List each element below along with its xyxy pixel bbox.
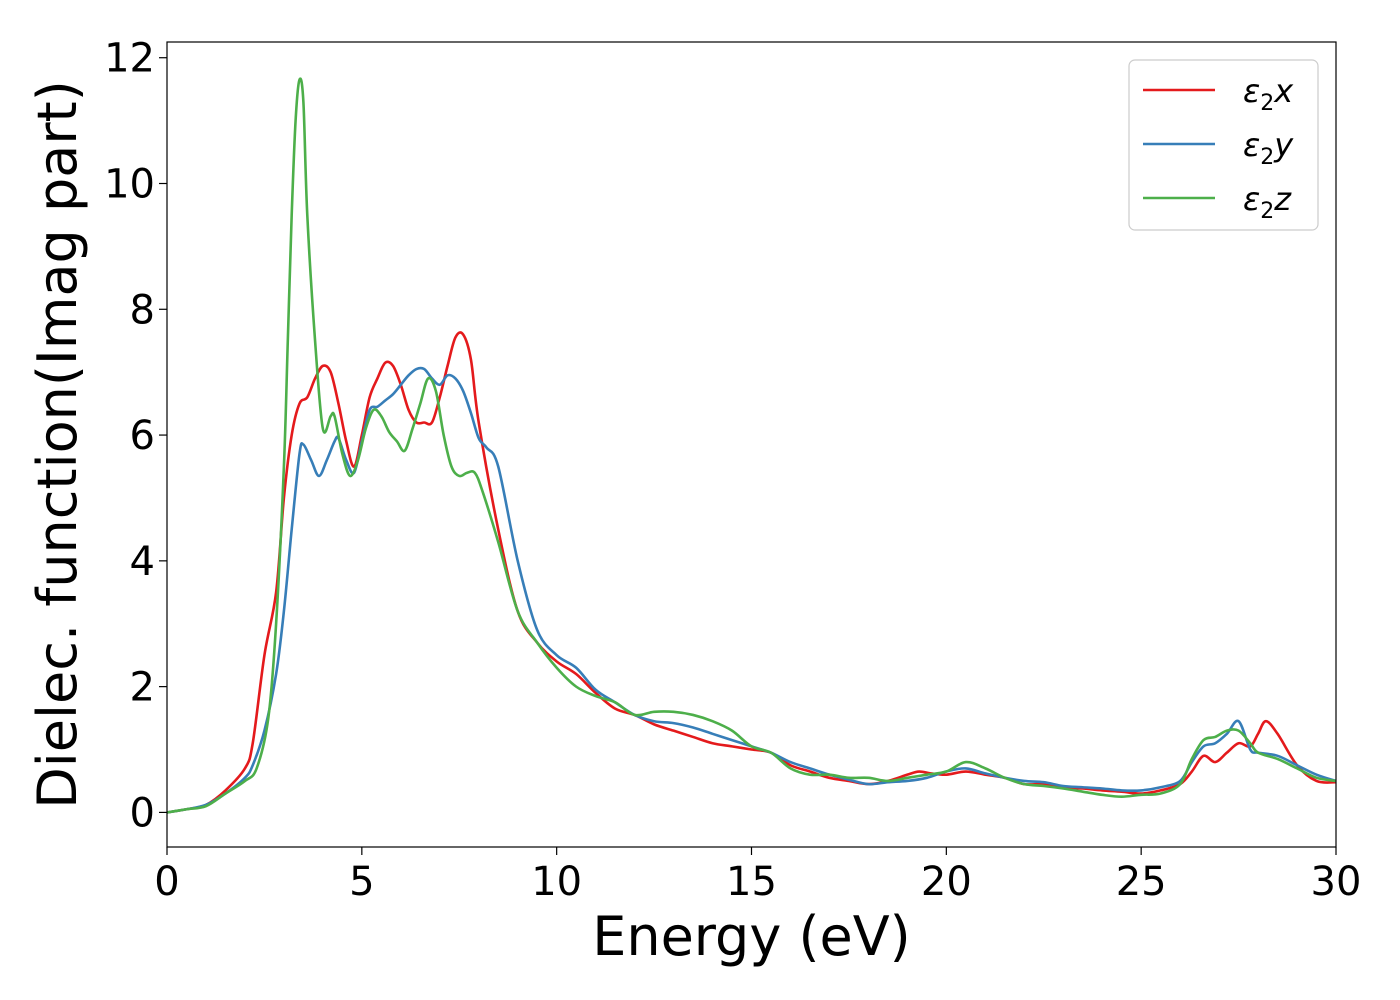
legend-label-subscript: 2 [1260, 91, 1274, 116]
y-axis: 0 2 4 6 8 10 12 [104, 36, 167, 836]
legend-label-z: ε2z [1243, 180, 1292, 224]
legend-label-subscript: 2 [1260, 145, 1274, 170]
x-tick-label: 10 [531, 859, 582, 905]
y-tick-label: 4 [130, 539, 155, 585]
legend-label-axis: y [1273, 126, 1294, 164]
x-tick-label: 5 [349, 859, 374, 905]
legend-label-symbol: ε [1243, 72, 1260, 110]
legend-label-subscript: 2 [1260, 199, 1274, 224]
y-tick-label: 0 [130, 790, 155, 836]
y-tick-label: 6 [130, 413, 155, 459]
x-tick-label: 15 [726, 859, 777, 905]
series-line-y [166, 366, 1337, 814]
legend-label-y: ε2y [1243, 126, 1294, 170]
x-tick-label: 0 [154, 859, 179, 905]
y-tick-label: 10 [104, 162, 155, 208]
x-tick-label: 30 [1311, 859, 1362, 905]
legend-box [1128, 59, 1319, 231]
series-line-z [166, 77, 1337, 814]
x-tick-label: 20 [921, 859, 972, 905]
x-tick-label: 25 [1116, 859, 1167, 905]
legend-label-axis: z [1273, 180, 1292, 218]
y-tick-label: 2 [130, 665, 155, 711]
legend-label-symbol: ε [1243, 126, 1260, 164]
y-axis-title: Dielec. function(Imag part) [26, 80, 89, 809]
x-axis-title: Energy (eV) [592, 905, 911, 968]
x-axis: 0 5 10 15 20 25 30 [154, 847, 1361, 905]
y-tick-label: 8 [130, 287, 155, 333]
legend-label-symbol: ε [1243, 180, 1260, 218]
legend-label-axis: x [1273, 72, 1294, 110]
y-tick-label: 12 [104, 36, 155, 82]
legend-label-x: ε2x [1243, 72, 1294, 116]
series-layer [166, 77, 1337, 814]
